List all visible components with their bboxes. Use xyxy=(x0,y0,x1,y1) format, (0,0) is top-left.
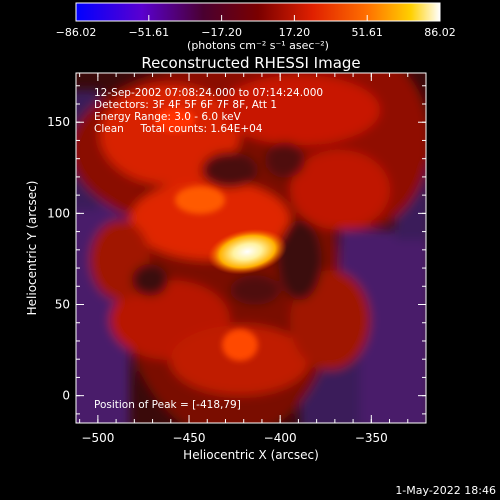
colorbar: −86.02 −51.61 −17.20 17.20 51.61 86.02 (photo… xyxy=(56,2,456,52)
chart-title: Reconstructed RHESSI Image xyxy=(141,54,360,72)
x-tick-label: −400 xyxy=(264,431,297,445)
colorbar-tick-label: 51.61 xyxy=(351,26,383,39)
info-line: Energy Range: 3.0 - 6.0 keV xyxy=(94,111,242,123)
x-axis: −500 −450 −400 −350 xyxy=(79,73,427,445)
y-tick-label: 50 xyxy=(55,298,70,312)
peak-source xyxy=(207,228,287,275)
footer-timestamp: 1-May-2022 18:46 xyxy=(395,484,496,497)
plot-frame xyxy=(75,72,427,424)
colorbar-tick-label: −17.20 xyxy=(201,26,242,39)
colorbar-gradient xyxy=(75,2,441,22)
y-tick-label: 0 xyxy=(62,389,70,403)
info-line: 12-Sep-2002 07:08:24.000 to 07:14:24.000 xyxy=(94,87,323,99)
info-annotation: 12-Sep-2002 07:08:24.000 to 07:14:24.000… xyxy=(94,87,323,135)
y-axis: 0 50 100 150 xyxy=(47,85,426,415)
x-tick-label: −350 xyxy=(355,431,388,445)
colorbar-tick-label: 86.02 xyxy=(424,26,456,39)
heatmap-image xyxy=(76,73,426,423)
x-axis-label: Heliocentric X (arcsec) xyxy=(183,448,319,462)
y-tick-label: 100 xyxy=(47,206,70,220)
y-tick-label: 150 xyxy=(47,115,70,129)
x-tick-label: −450 xyxy=(173,431,206,445)
colorbar-tick-label: −51.61 xyxy=(128,26,169,39)
x-tick-label: −500 xyxy=(81,431,114,445)
peak-position-label: Position of Peak = [-418,79] xyxy=(94,399,241,411)
colorbar-unit-label: (photons cm⁻² s⁻¹ asec⁻²) xyxy=(187,39,329,52)
y-axis-label: Heliocentric Y (arcsec) xyxy=(25,181,39,316)
colorbar-tick-label: −86.02 xyxy=(56,26,97,39)
colorbar-tick-label: 17.20 xyxy=(279,26,311,39)
info-line: Detectors: 3F 4F 5F 6F 7F 8F, Att 1 xyxy=(94,99,277,111)
info-line: Clean Total counts: 1.64E+04 xyxy=(94,123,263,135)
